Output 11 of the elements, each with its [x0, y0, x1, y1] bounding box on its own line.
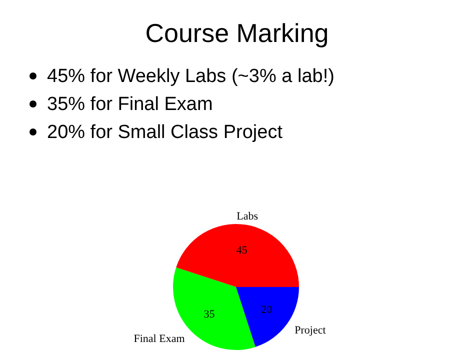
text: 45% for Weekly Labs (~3% a lab!) — [47, 66, 334, 87]
slice-label: Labs — [236, 210, 258, 222]
text: 35% for Final Exam — [47, 94, 213, 115]
data-label: 45 — [236, 244, 248, 257]
slice-label: Project — [294, 324, 326, 336]
data-label: 35 — [204, 308, 216, 321]
data-label: 20 — [261, 304, 273, 316]
chart-title: Course Marking — [145, 18, 329, 48]
text: 20% for Small Class Project — [47, 122, 284, 143]
pie-slice — [176, 224, 299, 287]
slice-label: Final Exam — [134, 333, 186, 346]
